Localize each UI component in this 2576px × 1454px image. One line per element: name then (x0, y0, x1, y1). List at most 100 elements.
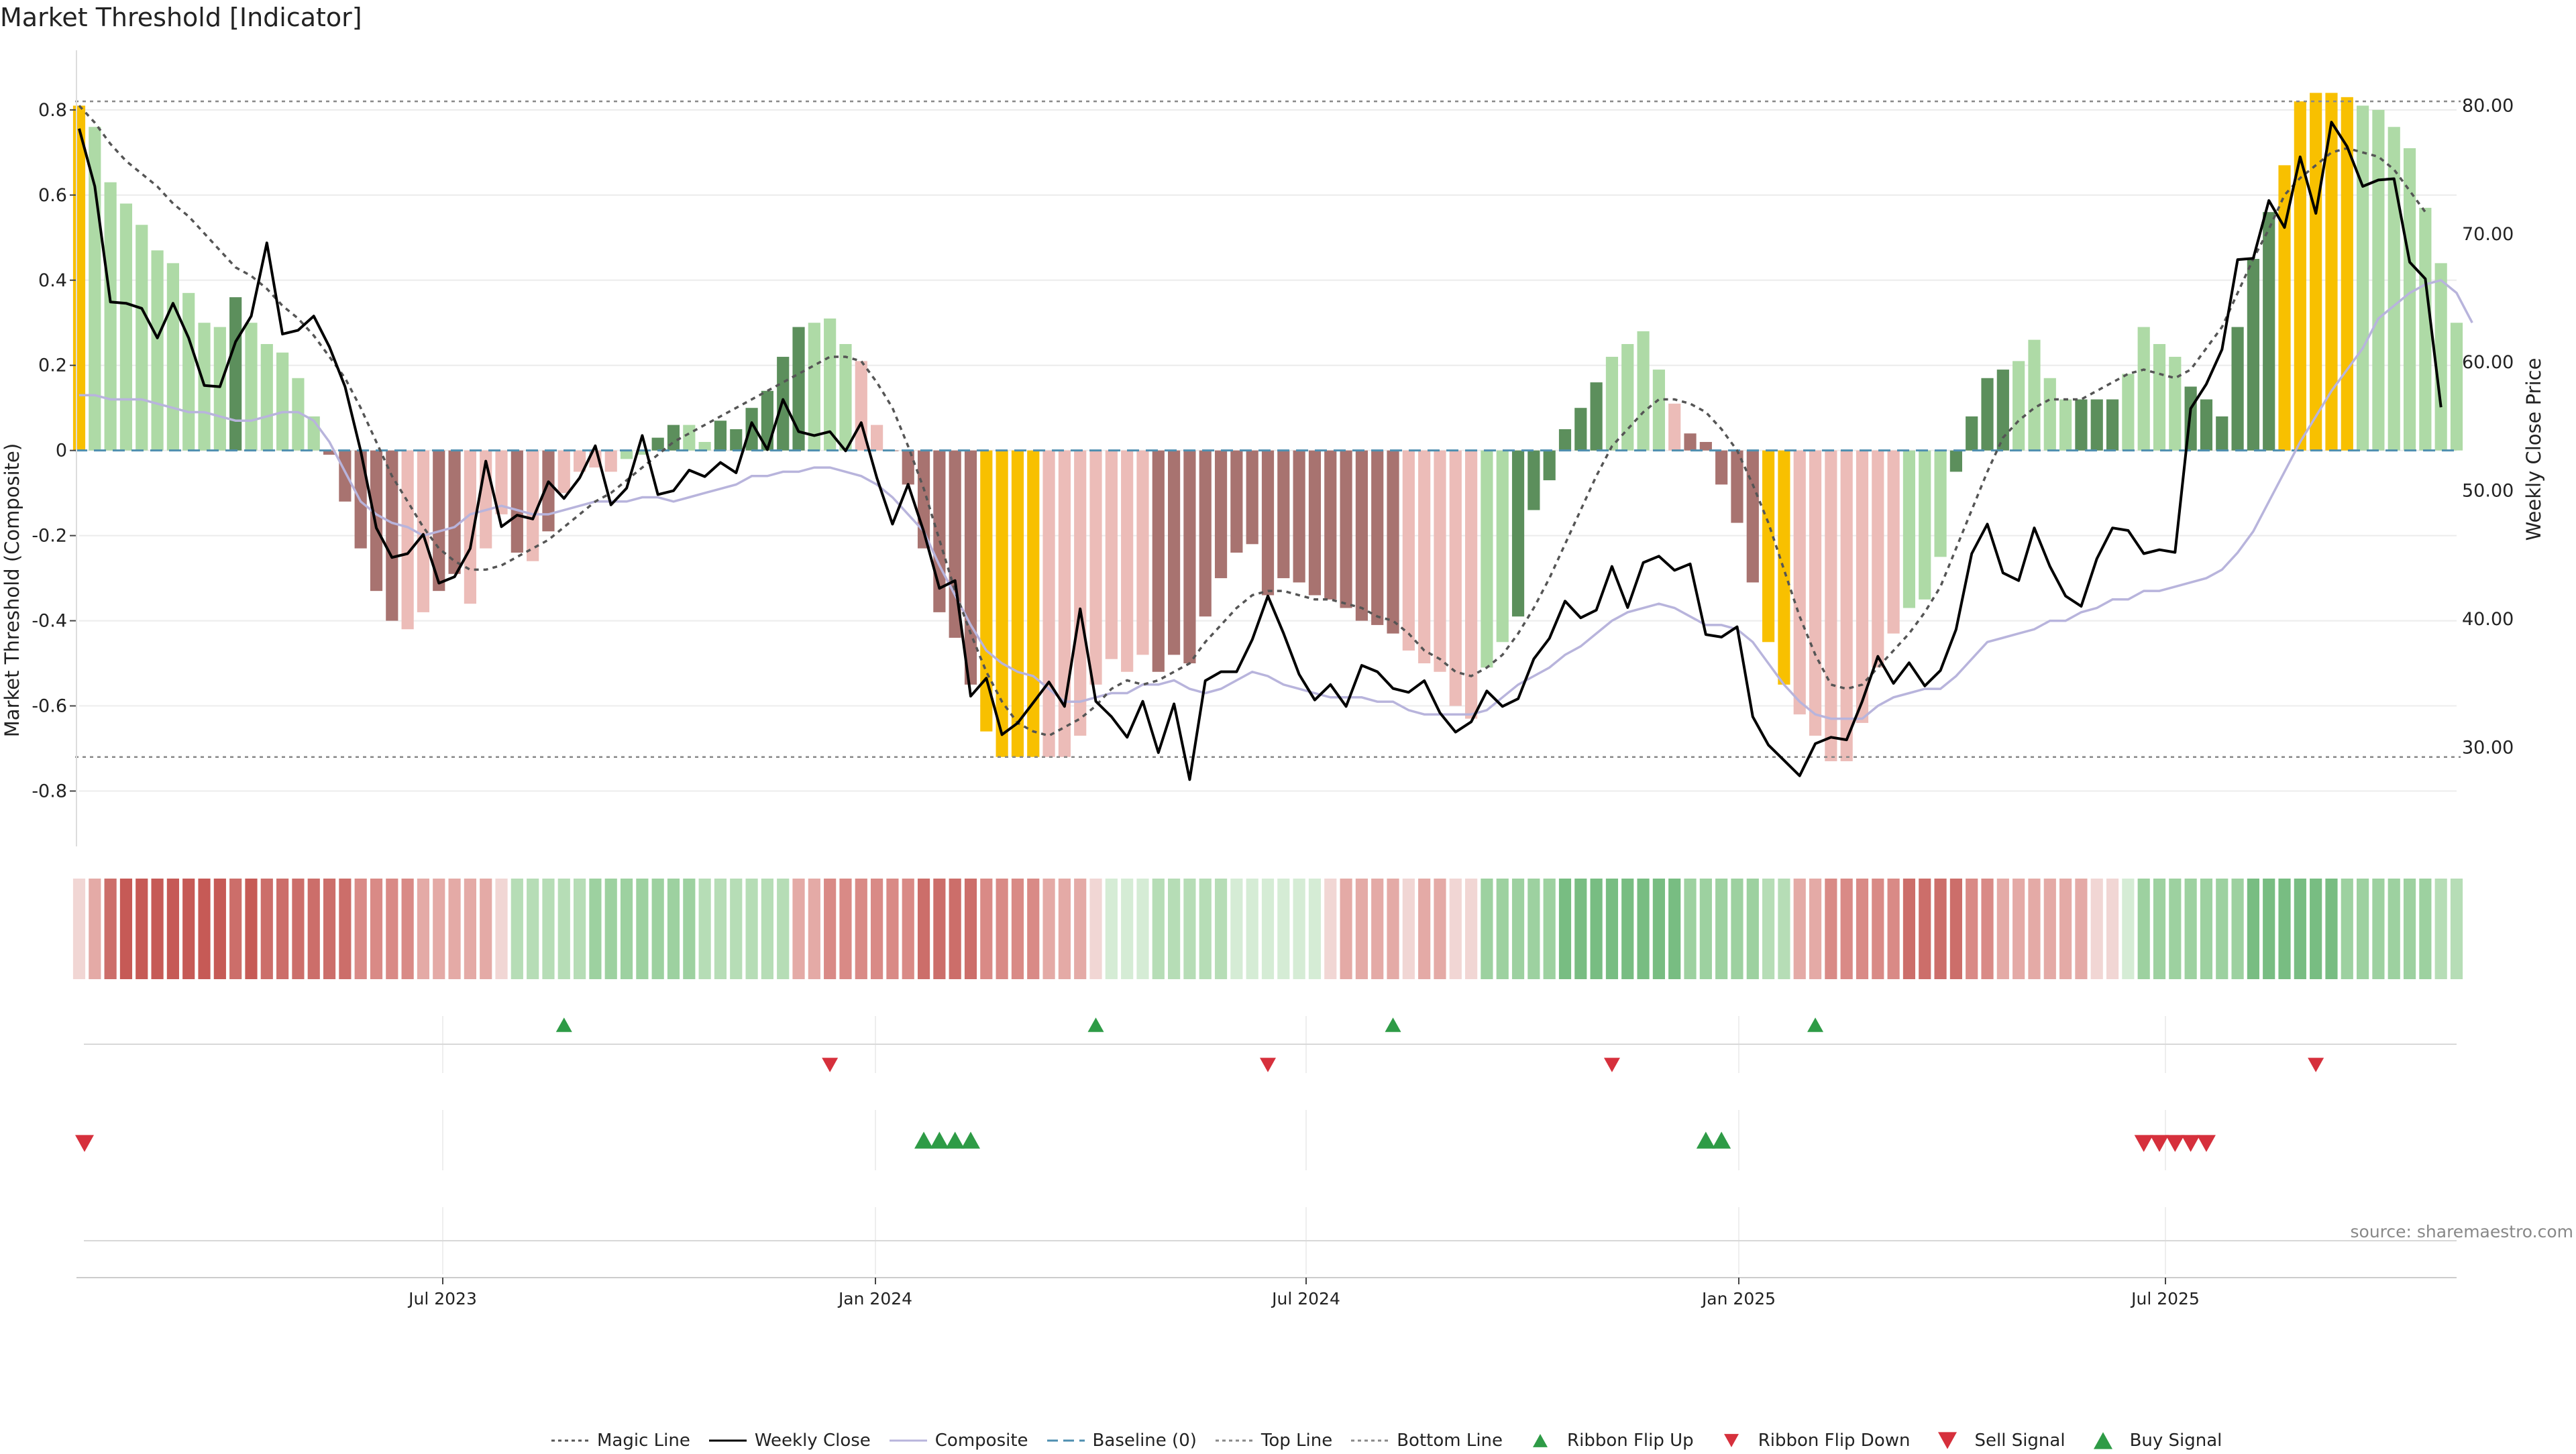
ribbon-cell (1668, 879, 1681, 979)
composite-bar (1919, 450, 1931, 600)
ribbon-cell (980, 879, 993, 979)
composite-bar (808, 323, 820, 451)
legend-label: Bottom Line (1397, 1431, 1503, 1451)
ribbon-cell (2169, 879, 2182, 979)
ribbon-cell (1261, 879, 1275, 979)
ribbon-cell (2122, 879, 2135, 979)
ribbon-cell (1856, 879, 1869, 979)
composite-bar (1558, 429, 1572, 451)
ribbon-cell (604, 879, 617, 979)
x-axis: Jul 2023 Jan 2024 Jul 2024 Jan 2025 Jul 2025 (76, 1277, 2457, 1308)
composite-bar (2169, 357, 2182, 451)
ribbon-cell (886, 879, 899, 979)
composite-bar (2357, 105, 2369, 451)
y-tick-label: 0.8 (38, 100, 67, 121)
ribbon-cell (698, 879, 711, 979)
ribbon-cell (89, 879, 101, 979)
legend-label: Composite (934, 1431, 1028, 1451)
ribbon-cell (198, 879, 211, 979)
ribbon-cell (1105, 879, 1118, 979)
composite-bar (745, 408, 758, 451)
composite-bar (683, 425, 696, 451)
composite-bar (1308, 450, 1322, 596)
ribbon-cell (1590, 879, 1603, 979)
composite-bar (151, 250, 164, 451)
composite-bar (2122, 374, 2135, 451)
composite-bar (1246, 450, 1258, 545)
sell-signal-marker (2165, 1135, 2185, 1152)
ribbon-cell (1152, 879, 1165, 979)
ribbon-cell (808, 879, 820, 979)
composite-bar (401, 450, 414, 630)
legend-item: Ribbon Flip Up (1520, 1431, 1694, 1451)
ribbon-flip-down-marker (822, 1058, 839, 1072)
composite-bar (1637, 331, 1650, 451)
x-tick-label: Jul 2023 (407, 1289, 477, 1308)
ribbon-cell (1966, 879, 1978, 979)
ribbon-cell (1652, 879, 1665, 979)
composite-bar (2090, 399, 2103, 451)
trend-ribbon (72, 879, 2463, 979)
composite-bar (2341, 97, 2353, 451)
composite-bar (1449, 450, 1462, 706)
ribbon-cell (1449, 879, 1462, 979)
ribbon-cell (761, 879, 773, 979)
legend-item: Top Line (1214, 1431, 1332, 1451)
ribbon-cell (1089, 879, 1102, 979)
ribbon-cell (2137, 879, 2150, 979)
ribbon-flip-up-marker (555, 1017, 572, 1032)
legend-item: Ribbon Flip Down (1711, 1431, 1910, 1451)
composite-bar (2075, 399, 2088, 451)
ribbon-cell (1042, 879, 1055, 979)
composite-bars (72, 93, 2463, 762)
ribbon-cell (1481, 879, 1493, 979)
buy-signal-marker (914, 1131, 934, 1149)
ribbon-cell (574, 879, 586, 979)
composite-bar (1527, 450, 1540, 510)
composite-bar (1684, 433, 1697, 451)
x-tick-label: Jul 2024 (1271, 1289, 1340, 1308)
composite-bar (1027, 450, 1040, 757)
ribbon-cell (119, 879, 133, 979)
ribbon-cell (683, 879, 696, 979)
dashed-line-icon (1046, 1439, 1085, 1442)
ribbon-cell (2357, 879, 2369, 979)
ribbon-flip-up-marker (1385, 1017, 1401, 1032)
ribbon-cell (2278, 879, 2291, 979)
composite-bar (2372, 109, 2385, 451)
ribbon-cell (730, 879, 743, 979)
ribbon-cell (1230, 879, 1243, 979)
composite-bar (1042, 450, 1055, 757)
dotted-line-icon (551, 1439, 589, 1442)
ribbon-cell (151, 879, 164, 979)
composite-bar (1183, 450, 1196, 664)
composite-bar (527, 450, 539, 561)
ribbon-cell (370, 879, 383, 979)
buy-signal-marker (1696, 1131, 1715, 1149)
ribbon-cell (433, 879, 445, 979)
ribbon-cell (2216, 879, 2229, 979)
legend-label: Top Line (1260, 1431, 1333, 1451)
ribbon-cell (1183, 879, 1196, 979)
x-tick-label: Jan 2025 (1701, 1289, 1776, 1308)
ribbon-flip-down-marker (1603, 1058, 1620, 1072)
ribbon-cell (1887, 879, 1900, 979)
legend-item: Sell Signal (1927, 1431, 2065, 1451)
y-tick-label: 0.6 (38, 185, 67, 206)
composite-bar (1324, 450, 1337, 600)
ribbon-cell (2247, 879, 2259, 979)
ribbon-cell (2153, 879, 2166, 979)
ribbon-cell (527, 879, 539, 979)
ribbon-cell (1809, 879, 1822, 979)
composite-bar (229, 297, 242, 451)
composite-bar (964, 450, 977, 685)
ribbon-cell (213, 879, 226, 979)
buy-signal-marker (1712, 1131, 1731, 1149)
ribbon-cell (511, 879, 523, 979)
ribbon-cell (1136, 879, 1149, 979)
ribbon-cell (636, 879, 649, 979)
ribbon-cell (339, 879, 352, 979)
ribbon-cell (2387, 879, 2400, 979)
composite-bar (651, 437, 664, 451)
ribbon-flip-down-marker (1260, 1058, 1276, 1072)
